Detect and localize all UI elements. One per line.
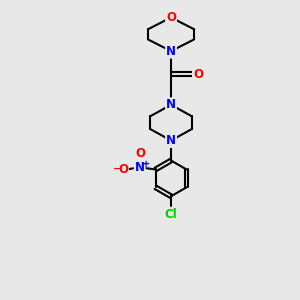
Text: +: + xyxy=(142,159,150,169)
Text: O: O xyxy=(166,11,176,24)
Text: N: N xyxy=(166,134,176,147)
Text: Cl: Cl xyxy=(165,208,177,220)
Text: −: − xyxy=(112,164,122,173)
Text: O: O xyxy=(193,68,203,81)
Text: N: N xyxy=(166,45,176,58)
Text: N: N xyxy=(135,161,145,174)
Text: N: N xyxy=(166,98,176,111)
Text: O: O xyxy=(136,147,146,160)
Text: O: O xyxy=(118,163,128,176)
